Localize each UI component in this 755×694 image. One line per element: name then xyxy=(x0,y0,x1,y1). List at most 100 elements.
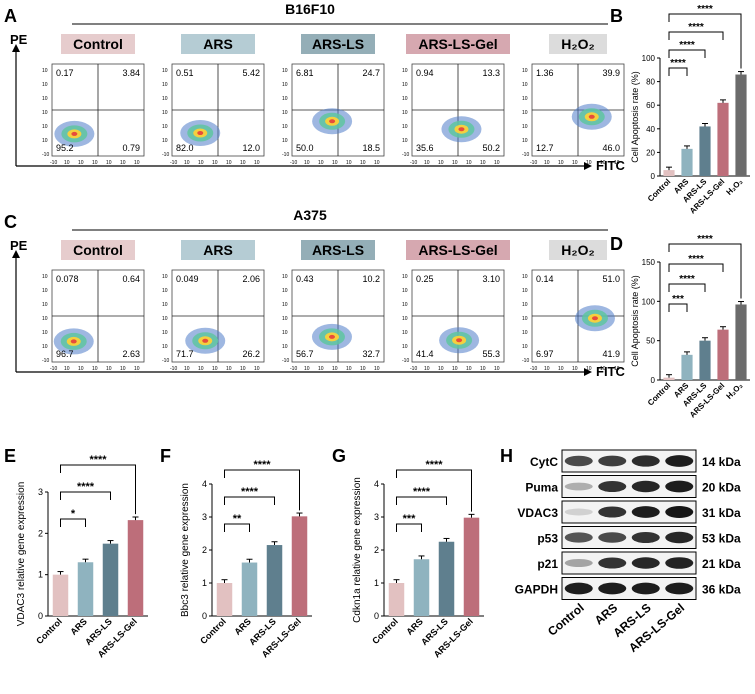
panel-letter-a: A xyxy=(4,6,17,26)
significance-bracket xyxy=(224,496,275,505)
y-tick-label: 10 xyxy=(282,316,288,322)
x-tick-label: 10 xyxy=(466,366,472,372)
category-label: Control xyxy=(646,381,672,407)
quadrant-q2-value: 51.0 xyxy=(602,274,620,284)
y-tick-label: 10 xyxy=(42,330,48,336)
y-tick-label: 10 xyxy=(522,68,528,74)
bar xyxy=(663,170,675,176)
protein-band xyxy=(631,506,660,518)
quadrant-q1-value: 0.17 xyxy=(56,68,74,78)
y-tick-label: 10 xyxy=(402,344,408,350)
x-tick-label: 10 xyxy=(106,366,112,372)
y-tick-label: -10 xyxy=(522,358,529,364)
quadrant-q1-value: 0.049 xyxy=(176,274,199,284)
density-core xyxy=(70,339,77,344)
molecular-weight-label: 20 kDa xyxy=(702,481,741,495)
significance-bracket xyxy=(668,31,724,40)
x-tick-label: 10 xyxy=(212,366,218,372)
x-tick-label: 10 xyxy=(212,160,218,166)
bar xyxy=(413,559,430,616)
protein-band xyxy=(598,480,627,493)
y-tick-label: 10 xyxy=(162,274,168,280)
molecular-weight-label: 36 kDa xyxy=(702,583,741,597)
density-core xyxy=(328,334,335,339)
y-tick-label: 10 xyxy=(42,274,48,280)
x-tick-label: 10 xyxy=(184,160,190,166)
pe-axis-label: PE xyxy=(10,238,28,253)
x-tick-label: 10 xyxy=(424,160,430,166)
protein-band xyxy=(665,455,694,467)
quadrant-q4-value: 41.9 xyxy=(602,349,620,359)
panel-letter-b: B xyxy=(610,6,623,26)
y-tick-label: 10 xyxy=(162,82,168,88)
quadrant-q4-value: 55.3 xyxy=(482,349,500,359)
bar xyxy=(717,102,729,176)
x-tick-label: 10 xyxy=(64,160,70,166)
y-tick-label: 10 xyxy=(42,110,48,116)
protein-band xyxy=(564,455,593,467)
y-tick-label: 10 xyxy=(402,82,408,88)
y-tick-label: -10 xyxy=(402,358,409,364)
x-tick-label: 10 xyxy=(332,366,338,372)
y-tick-label: 10 xyxy=(282,68,288,74)
bar xyxy=(699,126,711,176)
x-tick-label: 10 xyxy=(318,366,324,372)
blot-strip xyxy=(561,449,697,473)
group-tag-label: H₂O₂ xyxy=(561,36,594,52)
y-tick-label: 10 xyxy=(402,110,408,116)
y-axis-label: VDAC3 relative gene expression xyxy=(16,482,27,627)
group-tag xyxy=(301,34,375,54)
density-core xyxy=(71,131,78,136)
blot-strip xyxy=(561,577,697,600)
quadrant-q1-value: 1.36 xyxy=(536,68,554,78)
western-blot-h: CytC 14 kDa Puma 20 kDa VDAC3 31 kDa p53 53 kDa… xyxy=(515,449,741,655)
y-tick-label: 10 xyxy=(162,96,168,102)
y-tick-label: 10 xyxy=(42,302,48,308)
y-tick-label: -10 xyxy=(42,358,49,364)
significance-stars: **** xyxy=(670,58,686,69)
y-tick-label: 10 xyxy=(522,82,528,88)
quadrant-q2-value: 13.3 xyxy=(482,68,500,78)
y-tick-label: 0 xyxy=(651,376,656,385)
y-tick-label: 10 xyxy=(162,316,168,322)
category-label: Control xyxy=(646,177,672,203)
y-tick-label: -10 xyxy=(42,152,49,158)
x-tick-label: 10 xyxy=(558,160,564,166)
x-tick-label: 10 xyxy=(494,160,500,166)
protein-label: GAPDH xyxy=(515,583,558,597)
x-tick-label: 10 xyxy=(318,160,324,166)
group-tag xyxy=(61,34,135,54)
group-tag xyxy=(181,34,255,54)
y-tick-label: 10 xyxy=(162,344,168,350)
significance-bracket xyxy=(668,67,688,76)
x-tick-label: 10 xyxy=(226,160,232,166)
panel-letter-e: E xyxy=(4,446,16,466)
significance-stars: **** xyxy=(697,4,713,15)
bar xyxy=(102,543,119,616)
x-tick-label: 10 xyxy=(184,366,190,372)
quadrant-q4-value: 0.79 xyxy=(122,143,140,153)
significance-bracket xyxy=(668,303,688,312)
group-tag xyxy=(301,240,375,260)
y-tick-label: 10 xyxy=(42,138,48,144)
x-tick-label: -10 xyxy=(530,160,537,166)
bar xyxy=(241,562,258,616)
significance-bracket xyxy=(668,243,742,299)
category-label: H₂O₂ xyxy=(725,177,745,197)
y-tick-label: 10 xyxy=(42,344,48,350)
protein-band xyxy=(564,482,593,491)
arrow-head-icon xyxy=(12,250,20,258)
x-tick-label: 10 xyxy=(572,366,578,372)
y-tick-label: 3 xyxy=(374,512,379,522)
significance-stars: ** xyxy=(233,513,242,525)
significance-stars: **** xyxy=(679,274,695,285)
y-tick-label: 40 xyxy=(646,125,655,134)
x-tick-label: 10 xyxy=(120,160,126,166)
significance-bracket xyxy=(668,13,742,69)
y-tick-label: 10 xyxy=(42,288,48,294)
group-tag xyxy=(406,34,510,54)
x-tick-label: 10 xyxy=(600,366,606,372)
